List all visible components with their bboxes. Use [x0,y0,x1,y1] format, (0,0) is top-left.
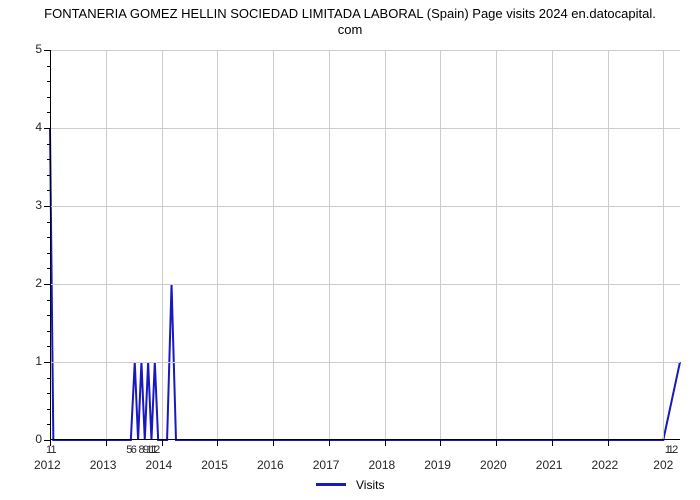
xtick-label: 2012 [34,458,61,472]
ytick-minor [47,409,50,410]
legend-label: Visits [356,478,384,492]
ytick [44,206,50,207]
ytick [44,50,50,51]
xtick-label: 2019 [424,458,451,472]
xtick-label: 202 [653,458,673,472]
ytick [44,284,50,285]
xtick-label: 2013 [90,458,117,472]
gridline-v [385,50,386,440]
ytick-minor [47,331,50,332]
ytick-minor [47,300,50,301]
xtick-label: 2015 [201,458,228,472]
ytick-minor [47,97,50,98]
xtick [106,440,107,446]
gridline-v [552,50,553,440]
gridline-h [50,284,680,285]
xtick [162,440,163,446]
gridline-v [329,50,330,440]
gridline-v [162,50,163,440]
gridline-v [440,50,441,440]
ytick-label: 3 [35,198,42,212]
axis-spine [50,50,51,440]
xtick [608,440,609,446]
ytick-minor [47,222,50,223]
gridline-h [50,128,680,129]
xtick-label: 2016 [257,458,284,472]
ytick [44,128,50,129]
figure: FONTANERIA GOMEZ HELLIN SOCIEDAD LIMITAD… [0,0,700,500]
gridline-v [273,50,274,440]
chart-title: FONTANERIA GOMEZ HELLIN SOCIEDAD LIMITAD… [0,6,700,37]
gridline-h [50,206,680,207]
xtick-label: 2018 [369,458,396,472]
ytick-label: 4 [35,120,42,134]
data-label: 1 [50,444,56,456]
data-label: 2 [154,444,160,456]
xtick [217,440,218,446]
ytick-label: 2 [35,276,42,290]
gridline-h [50,50,680,51]
ytick-minor [47,144,50,145]
ytick-minor [47,346,50,347]
legend: Visits [0,476,700,494]
ytick-minor [47,315,50,316]
gridline-v [496,50,497,440]
ytick-minor [47,112,50,113]
title-line-1: FONTANERIA GOMEZ HELLIN SOCIEDAD LIMITAD… [0,6,700,22]
visits-line [50,50,680,440]
ytick-minor [47,159,50,160]
gridline-v [608,50,609,440]
legend-swatch [316,483,346,486]
title-line-2: com [0,22,700,38]
xtick [552,440,553,446]
xtick-label: 2014 [146,458,173,472]
xtick-label: 2020 [480,458,507,472]
ytick-minor [47,424,50,425]
ytick-label: 5 [35,42,42,56]
xtick [273,440,274,446]
ytick-minor [47,66,50,67]
ytick-minor [47,237,50,238]
ytick-minor [47,190,50,191]
ytick-minor [47,378,50,379]
ytick-label: 1 [35,354,42,368]
plot-area [50,50,680,440]
gridline-v [217,50,218,440]
gridline-v [663,50,664,440]
xtick-label: 2017 [313,458,340,472]
axis-spine [50,439,680,440]
xtick [385,440,386,446]
gridline-v [106,50,107,440]
ytick-minor [47,268,50,269]
gridline-h [50,362,680,363]
xtick [329,440,330,446]
xtick [496,440,497,446]
ytick-minor [47,393,50,394]
xtick-label: 2021 [536,458,563,472]
ytick [44,362,50,363]
ytick-minor [47,175,50,176]
ytick-minor [47,81,50,82]
ytick-label: 0 [35,432,42,446]
ytick-minor [47,253,50,254]
data-label: 6 [131,444,137,456]
xtick [440,440,441,446]
data-label: 2 [672,444,678,456]
xtick-label: 2022 [592,458,619,472]
